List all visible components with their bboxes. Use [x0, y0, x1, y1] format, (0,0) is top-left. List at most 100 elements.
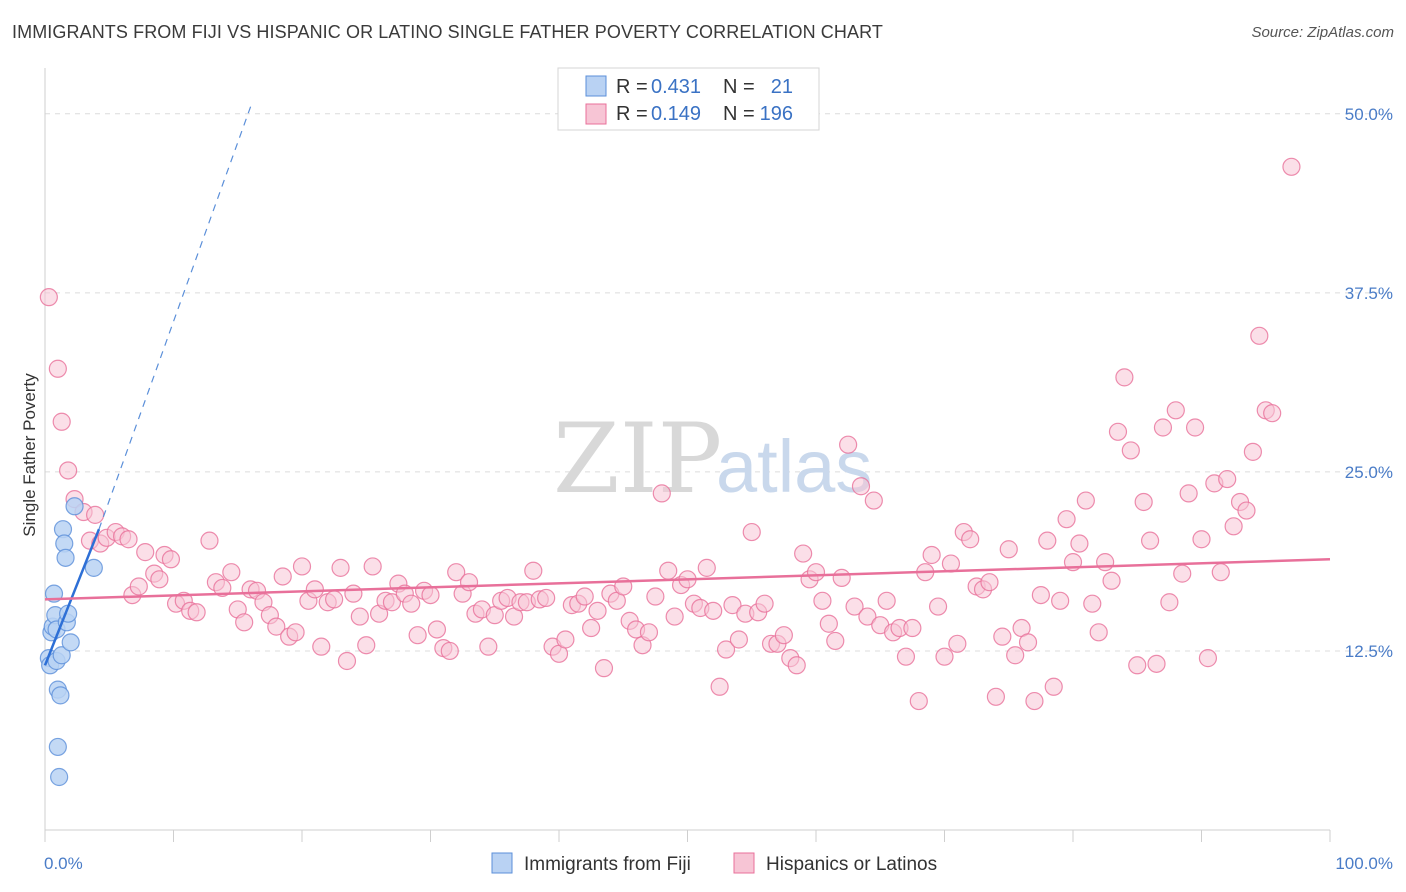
- y-tick-label: 12.5%: [1345, 642, 1393, 661]
- hispanic-point: [948, 634, 967, 653]
- hispanic-point: [1038, 531, 1057, 550]
- hispanic-point: [1173, 564, 1192, 583]
- series-hispanics-points: [39, 157, 1301, 711]
- hispanic-point: [1263, 404, 1282, 423]
- hispanic-point: [858, 607, 877, 626]
- hispanic-point: [1179, 484, 1198, 503]
- hispanic-point: [999, 540, 1018, 559]
- hispanic-point: [1224, 517, 1243, 536]
- hispanic-point: [1121, 441, 1140, 460]
- hispanic-point: [716, 640, 736, 659]
- hispanic-point: [1192, 530, 1211, 549]
- legend-n-value-hispanic: 196: [760, 103, 793, 125]
- hispanic-point: [755, 594, 774, 613]
- hispanic-point: [986, 687, 1006, 706]
- hispanic-point: [150, 570, 169, 589]
- hispanic-point: [427, 620, 447, 639]
- hispanic-point: [1115, 368, 1134, 387]
- legend-n-label-hispanic: N =: [723, 103, 755, 125]
- x-tick-label-max: 100.0%: [1335, 854, 1393, 873]
- hispanic-point: [286, 623, 305, 642]
- hispanic-point: [1089, 623, 1108, 642]
- hispanic-point: [1006, 646, 1025, 665]
- hispanic-point: [447, 563, 466, 582]
- hispanic-point: [1218, 469, 1237, 489]
- hispanic-point: [292, 557, 312, 576]
- hispanic-point: [909, 691, 928, 711]
- hispanic-point: [935, 647, 954, 666]
- hispanic-point: [1031, 585, 1050, 605]
- x-tick-labels: 0.0% 100.0%: [44, 854, 1393, 873]
- hispanic-point: [48, 359, 67, 378]
- hispanic-point: [350, 607, 369, 626]
- hispanic-point: [1128, 656, 1147, 675]
- hispanic-point: [659, 561, 678, 580]
- hispanic-point: [1108, 422, 1128, 441]
- hispanic-point: [312, 637, 331, 656]
- fiji-point: [51, 686, 70, 705]
- legend-r-label-fiji: R =: [616, 76, 648, 98]
- hispanic-point: [1140, 531, 1160, 550]
- hispanic-point: [588, 601, 607, 620]
- hispanic-point: [325, 590, 344, 609]
- hispanic-point: [1211, 563, 1230, 582]
- fiji-point: [50, 767, 69, 787]
- hispanic-point: [845, 597, 864, 616]
- fiji-trend-line: [43, 528, 101, 666]
- hispanic-point: [86, 505, 105, 524]
- hispanic-point: [402, 594, 421, 613]
- series-fiji-points: [39, 497, 103, 787]
- hispanic-point: [1025, 691, 1044, 711]
- legend-r-value-fiji: 0.431: [651, 76, 701, 98]
- hispanic-point: [1083, 594, 1102, 613]
- fiji-point: [61, 633, 80, 652]
- correlation-legend: R = 0.431 N = 21 R = 0.149 N = 196: [557, 67, 820, 131]
- hispanic-point: [1166, 401, 1185, 420]
- hispanic-point: [1153, 418, 1173, 437]
- chart-title: IMMIGRANTS FROM FIJI VS HISPANIC OR LATI…: [12, 22, 883, 42]
- hispanic-point: [1282, 157, 1301, 176]
- legend-r-value-hispanic: 0.149: [651, 103, 701, 125]
- hispanic-point: [980, 573, 999, 592]
- hispanic-point: [941, 554, 961, 573]
- hispanic-point: [1147, 654, 1166, 673]
- hispanic-point: [819, 614, 838, 633]
- hispanic-point: [344, 584, 363, 603]
- hispanic-point: [267, 617, 286, 636]
- watermark-zip: ZIP: [553, 403, 722, 515]
- y-tick-label: 37.5%: [1345, 284, 1393, 303]
- hispanic-point: [459, 573, 479, 592]
- fiji-point: [48, 737, 67, 757]
- hispanic-point: [922, 545, 941, 565]
- y-tick-labels: 12.5% 25.0% 37.5% 50.0%: [1345, 105, 1393, 661]
- hispanic-point: [421, 585, 440, 605]
- hispanic-point: [1102, 571, 1121, 590]
- hispanic-point: [826, 631, 845, 651]
- hispanic-point: [774, 626, 793, 645]
- hispanic-point: [839, 435, 858, 454]
- hispanic-point: [363, 557, 382, 576]
- x-tick-label-min: 0.0%: [44, 854, 83, 873]
- hispanic-point: [161, 550, 181, 569]
- fiji-trend-extension: [98, 106, 252, 530]
- fiji-point: [65, 497, 84, 516]
- hispanic-point: [813, 591, 832, 610]
- bottom-legend-label-hispanic: Hispanics or Latinos: [766, 854, 937, 875]
- bottom-legend-swatch-hispanic: [733, 852, 755, 874]
- y-axis-label: Single Father Poverty: [20, 373, 39, 537]
- hispanic-point: [806, 563, 826, 582]
- hispanic-point: [896, 647, 916, 666]
- chart-source: Source: ZipAtlas.com: [1251, 24, 1394, 41]
- legend-n-label-fiji: N =: [723, 76, 755, 98]
- hispanic-point: [704, 601, 723, 620]
- y-tick-label: 25.0%: [1345, 463, 1393, 482]
- fiji-point: [56, 548, 75, 567]
- hispanic-point: [710, 677, 729, 696]
- hispanic-point: [993, 627, 1012, 646]
- hispanic-point: [1198, 649, 1218, 668]
- bottom-legend-label-fiji: Immigrants from Fiji: [524, 854, 691, 875]
- hispanic-point: [273, 567, 292, 586]
- hispanic-point: [1134, 492, 1153, 512]
- hispanic-point: [1250, 326, 1269, 345]
